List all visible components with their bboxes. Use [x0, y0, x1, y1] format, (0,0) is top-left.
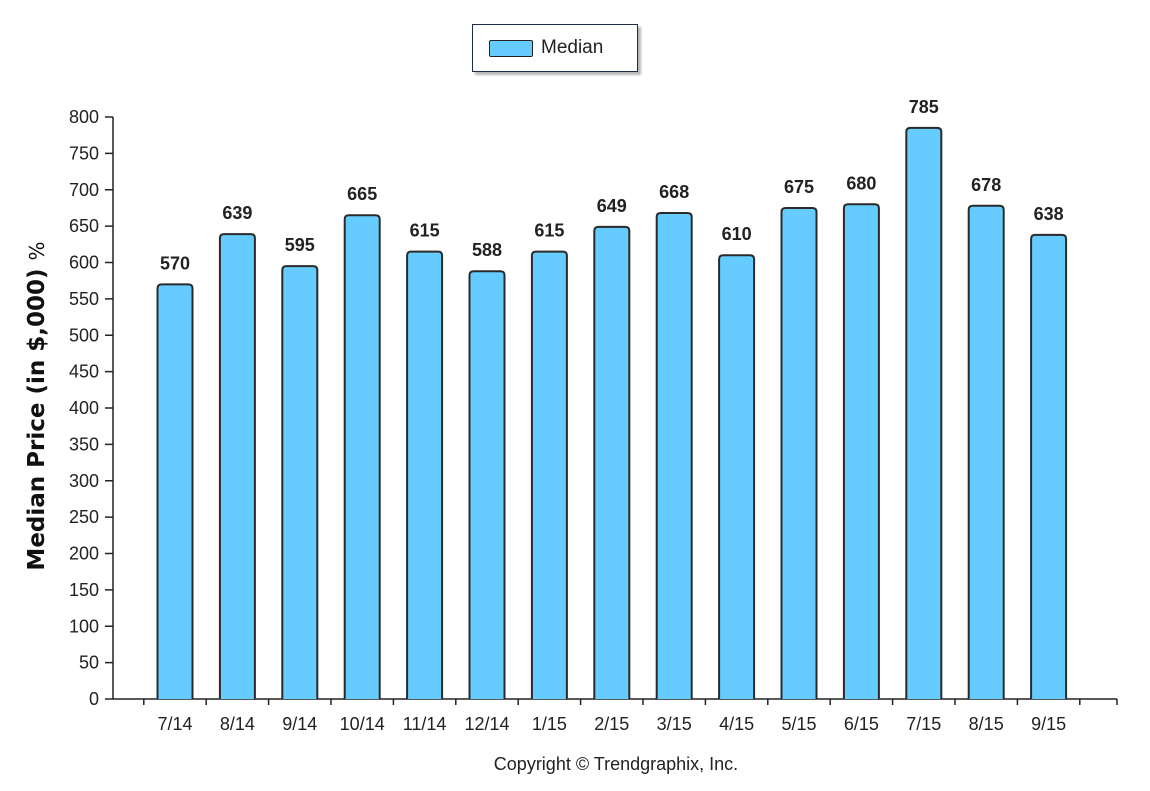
y-tick-label: 800 — [69, 107, 99, 127]
bar-series-median — [156, 126, 1068, 699]
bar-value-label: 680 — [846, 173, 876, 193]
bar-value-label: 649 — [597, 196, 627, 216]
bar — [1030, 233, 1068, 699]
y-tick-label: 700 — [69, 180, 99, 200]
bar — [468, 270, 506, 699]
y-tick-label: 450 — [69, 362, 99, 382]
bar — [780, 206, 818, 699]
x-tick-label: 7/14 — [157, 714, 192, 734]
x-tick-label: 2/15 — [594, 714, 629, 734]
bar-value-label: 639 — [222, 203, 252, 223]
bar-value-label: 665 — [347, 184, 377, 204]
y-tick-label: 400 — [69, 398, 99, 418]
y-tick-label: 250 — [69, 507, 99, 527]
bar — [281, 265, 319, 699]
bar-value-label: 785 — [909, 97, 939, 117]
x-tick-label: 11/14 — [403, 714, 447, 734]
y-tick-label: 0 — [89, 689, 99, 709]
bar — [967, 204, 1005, 699]
x-tick-label: 7/15 — [906, 714, 941, 734]
y-tick-label: 100 — [69, 616, 99, 636]
x-tick-label: 9/14 — [282, 714, 317, 734]
bar — [905, 126, 943, 699]
x-tick-label: 8/14 — [220, 714, 255, 734]
bar — [218, 233, 256, 699]
x-tick-label: 8/15 — [969, 714, 1004, 734]
y-tick-label: 500 — [69, 325, 99, 345]
x-tick-label: 5/15 — [781, 714, 816, 734]
bar-value-label: 615 — [534, 221, 564, 241]
y-tick-label: 150 — [69, 580, 99, 600]
copyright-text: Copyright © Trendgraphix, Inc. — [493, 754, 739, 774]
y-tick-label: 750 — [69, 143, 99, 163]
x-tick-label: 4/15 — [719, 714, 754, 734]
y-axis-title-suffix: % — [25, 241, 49, 261]
y-tick-label: 600 — [69, 253, 99, 273]
data-labels: 570 639 595 665 615 588 615 649 668 610 675 680 785 6… — [160, 97, 1064, 273]
x-tick-label: 9/15 — [1031, 714, 1066, 734]
y-tick-label: 300 — [69, 471, 99, 491]
bar-value-label: 570 — [160, 253, 190, 273]
y-tick-label: 550 — [69, 289, 99, 309]
bar-value-label: 668 — [659, 182, 689, 202]
y-axis: 0 50 100 150 200 250 300 350 400 450 500 550 600 650 7… — [69, 107, 114, 709]
legend: Median — [472, 24, 638, 72]
bar — [842, 203, 880, 699]
legend-swatch — [489, 40, 533, 57]
bar — [655, 212, 693, 699]
y-tick-label: 350 — [69, 434, 99, 454]
bar-value-label: 638 — [1034, 204, 1064, 224]
bar-value-label: 678 — [971, 175, 1001, 195]
y-tick-label: 650 — [69, 216, 99, 236]
bar — [343, 214, 381, 699]
bar-value-label: 588 — [472, 240, 502, 260]
x-axis: 7/14 8/14 9/14 10/14 11/14 12/14 1/15 2/15 3/15 4… — [113, 698, 1118, 734]
bar-value-label: 610 — [722, 224, 752, 244]
x-tick-label: 6/15 — [844, 714, 879, 734]
x-tick-label: 12/14 — [464, 714, 509, 734]
y-axis-title-text: Median Price (in $,000) — [24, 268, 50, 571]
x-tick-label: 3/15 — [657, 714, 692, 734]
bar — [156, 283, 194, 699]
y-tick-label: 50 — [79, 653, 99, 673]
bar — [406, 250, 444, 699]
legend-label: Median — [541, 37, 604, 58]
bar-value-label: 675 — [784, 177, 814, 197]
y-axis-title: Median Price (in $,000) % — [24, 241, 50, 570]
bar — [718, 254, 756, 699]
bar-value-label: 615 — [410, 221, 440, 241]
y-tick-label: 200 — [69, 544, 99, 564]
x-tick-label: 1/15 — [532, 714, 567, 734]
bar — [593, 225, 631, 699]
bar-value-label: 595 — [285, 235, 315, 255]
bar — [530, 250, 568, 699]
x-tick-label: 10/14 — [340, 714, 385, 734]
